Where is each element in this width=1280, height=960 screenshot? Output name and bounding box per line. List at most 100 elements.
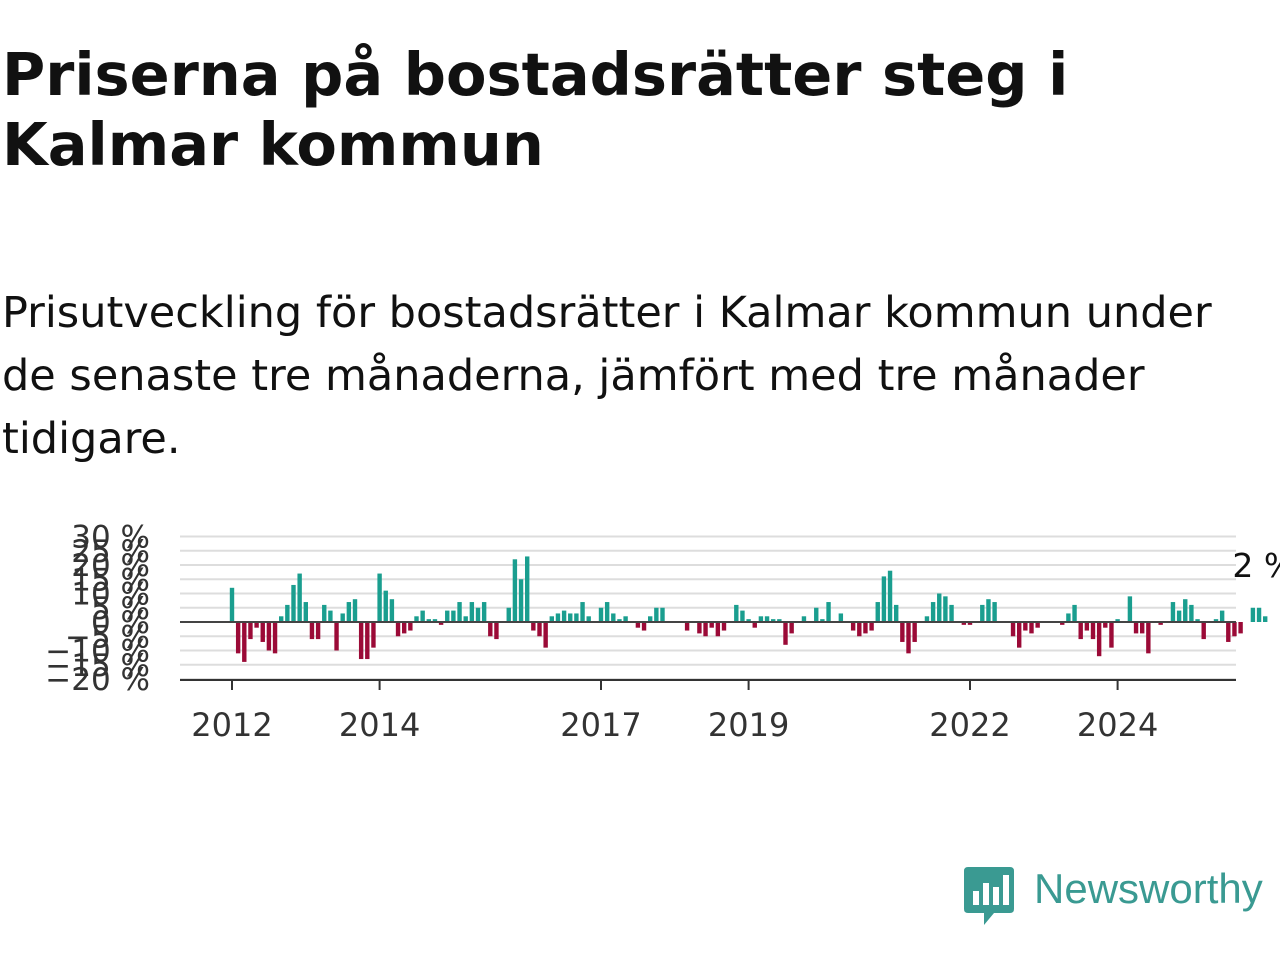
bar (1176, 610, 1182, 622)
bar (432, 619, 438, 622)
bar (783, 622, 788, 645)
bar (850, 622, 856, 631)
bar (881, 576, 887, 622)
bar (604, 602, 610, 622)
bar (943, 596, 948, 622)
bar (1232, 622, 1237, 637)
bar (967, 622, 973, 625)
bar (1133, 622, 1139, 634)
x-tick-label: 2012 (191, 706, 272, 744)
bar (709, 622, 714, 628)
bar (389, 599, 395, 622)
bar (875, 602, 880, 622)
bar (531, 622, 536, 631)
bar (1103, 622, 1108, 628)
bar (309, 622, 315, 640)
bar (1219, 610, 1225, 622)
bar (1115, 619, 1120, 622)
bar (315, 622, 321, 640)
y-tick-label: 0 % (91, 605, 150, 641)
bar (352, 599, 358, 622)
bar (358, 622, 364, 660)
y-tick-label: 15 % (71, 562, 150, 598)
bar (900, 622, 905, 642)
bar (568, 613, 573, 622)
bar (1035, 622, 1040, 628)
chart-subtitle: Prisutveckling för bostadsrätter i Kalma… (2, 288, 1212, 464)
bar (1189, 604, 1194, 622)
bar (654, 607, 659, 622)
bar (623, 616, 628, 622)
bar (611, 613, 616, 622)
bar (863, 622, 868, 634)
bar (789, 622, 794, 634)
y-tick-label: −10 % (45, 634, 150, 670)
bar (555, 613, 561, 622)
bar (752, 622, 757, 628)
bar (1170, 602, 1176, 622)
bar (457, 602, 462, 622)
bar (697, 622, 702, 634)
bar (328, 610, 333, 622)
bar (438, 622, 444, 625)
y-tick-label: −5 % (65, 619, 150, 655)
bar (1140, 622, 1145, 634)
bar (586, 616, 591, 622)
bar (930, 602, 936, 622)
y-tick-label: 25 % (71, 534, 150, 570)
bar (537, 622, 542, 637)
bar (291, 584, 296, 622)
bar-chart: 30 %25 %20 %15 %10 %5 %0 %−5 %−10 %−15 %… (45, 520, 1280, 745)
bar (512, 559, 518, 622)
x-tick-label: 2014 (339, 706, 420, 744)
bar (414, 616, 419, 622)
axes: 30 %25 %20 %15 %10 %5 %0 %−5 %−10 %−15 %… (45, 520, 1280, 745)
bar (617, 619, 622, 622)
bar (887, 570, 893, 622)
bar (285, 604, 290, 622)
bar (764, 616, 770, 622)
bar (561, 610, 567, 622)
bar (641, 622, 647, 631)
bar (488, 622, 493, 637)
bar (279, 616, 284, 622)
bar (518, 579, 524, 622)
bar (746, 619, 751, 622)
bar (525, 556, 530, 622)
bar (1195, 619, 1200, 622)
bar (1226, 622, 1231, 642)
bar (580, 602, 585, 622)
bar (235, 622, 241, 654)
bar (684, 622, 690, 631)
bar (758, 616, 764, 622)
bar (826, 602, 831, 622)
bar (1078, 622, 1083, 640)
bar (937, 593, 942, 622)
bar (303, 602, 308, 622)
bar (1263, 616, 1268, 622)
bar (635, 622, 641, 628)
bar (771, 619, 776, 622)
bar (506, 607, 511, 622)
bar (986, 599, 991, 622)
bar (912, 622, 917, 642)
bar (801, 616, 807, 622)
bar (383, 590, 388, 622)
bar (377, 573, 382, 622)
bar (1017, 622, 1022, 648)
bar (475, 607, 481, 622)
last-value-label: 2 % (1232, 546, 1280, 585)
bar (924, 616, 930, 622)
bar (721, 622, 727, 631)
brand-name: Newsworthy (1034, 865, 1263, 912)
bar (1127, 596, 1133, 622)
bar (740, 610, 745, 622)
bar (703, 622, 708, 637)
bar (340, 613, 345, 622)
bar (260, 622, 265, 642)
bar (395, 622, 401, 637)
bar (543, 622, 548, 648)
bar (1213, 619, 1219, 622)
bar (402, 622, 407, 634)
chart-title: Priserna på bostadsrätter steg i Kalmar … (2, 40, 1069, 179)
